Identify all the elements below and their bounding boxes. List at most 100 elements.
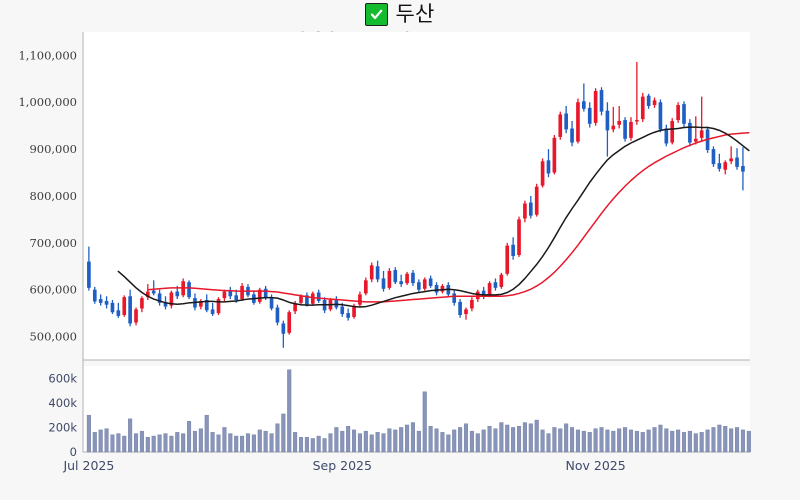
volume-bar (405, 424, 410, 453)
candle-body (741, 165, 745, 172)
volume-bar (646, 429, 651, 453)
candle-body (582, 101, 586, 109)
candle-body (364, 280, 368, 294)
volume-tick-label: 200k (48, 420, 77, 434)
volume-bar (181, 433, 186, 453)
ma-long-line (147, 131, 750, 303)
volume-bar (605, 429, 610, 453)
volume-bar (287, 369, 292, 453)
volume-bar (599, 427, 604, 453)
volume-bar (558, 428, 563, 453)
volume-bar (623, 427, 628, 453)
candle-body (546, 160, 551, 174)
volume-bar (552, 427, 557, 453)
volume-bar (676, 429, 681, 453)
volume-bar (269, 433, 274, 453)
volume-bar (151, 435, 156, 453)
candle-body (257, 289, 262, 302)
volume-tick-label: 600k (48, 371, 77, 385)
volume-bar (98, 429, 103, 453)
candle-body (175, 291, 180, 297)
candle-body (658, 102, 663, 130)
candle-body (517, 219, 521, 256)
candle-body (552, 137, 557, 173)
candle-body (422, 279, 427, 289)
candle-body (305, 295, 309, 305)
volume-bar (516, 426, 522, 453)
candle-body (417, 282, 421, 290)
volume-bar (346, 426, 351, 453)
price-tick-label: 900,000 (29, 142, 77, 156)
candle-body (688, 122, 692, 143)
candle-body (676, 105, 680, 121)
candle-body (534, 186, 539, 215)
green-check-icon (365, 2, 389, 26)
volume-bar (693, 433, 698, 453)
volume-bar (134, 433, 139, 453)
volume-bar (240, 435, 245, 453)
price-tick-label: 500,000 (29, 330, 77, 344)
volume-bar (587, 432, 592, 453)
volume-bar (422, 391, 427, 453)
volume-bar (723, 426, 728, 453)
candle-body (440, 285, 445, 292)
price-tick-label: 700,000 (29, 236, 77, 250)
candle-body (228, 290, 233, 297)
volume-bar (104, 428, 109, 453)
candle-body (693, 138, 698, 142)
volume-bar (652, 427, 657, 453)
candle-body (340, 306, 345, 315)
candle-body (240, 285, 244, 300)
candle-body (157, 293, 162, 303)
ma-short-line (117, 126, 750, 308)
candle-body (458, 301, 462, 316)
volume-bar (281, 413, 286, 453)
volume-bar (493, 428, 498, 453)
volume-bar (575, 429, 580, 453)
x-tick-label: Sep 2025 (313, 458, 372, 473)
volume-bar (735, 427, 740, 453)
volume-bar (664, 428, 669, 453)
volume-bar (658, 424, 663, 453)
volume-bar (245, 433, 251, 453)
volume-bar (375, 432, 380, 453)
candle-body (682, 104, 686, 124)
x-tick-label: Jul 2025 (62, 458, 114, 473)
volume-bar (729, 428, 734, 453)
candle-body (558, 114, 563, 137)
volume-bar (546, 433, 551, 453)
price-tick-label: 600,000 (29, 283, 77, 297)
volume-bar (458, 427, 463, 453)
candle-body (523, 203, 527, 219)
volume-bar (528, 423, 533, 453)
volume-bar (434, 428, 439, 453)
price-tick-label: 800,000 (29, 189, 77, 203)
candle-body (287, 312, 292, 333)
volume-bar (440, 432, 445, 453)
volume-bar (298, 437, 304, 453)
candle-body (599, 90, 604, 112)
candle-body (140, 298, 144, 309)
price-panel-background (83, 32, 750, 360)
volume-bar (581, 430, 586, 453)
candle-body (711, 149, 716, 165)
candle-body (87, 261, 91, 288)
candle-body (664, 128, 669, 144)
candle-body (399, 281, 404, 285)
candle-body (505, 245, 510, 274)
candle-body (511, 244, 515, 256)
volume-bar (228, 433, 233, 453)
candle-body (434, 285, 439, 293)
volume-bar (369, 434, 374, 453)
candle-body (405, 273, 409, 284)
candle-body (735, 157, 739, 167)
candle-body (299, 296, 303, 303)
candle-body (104, 300, 109, 305)
volume-bar (699, 432, 704, 453)
volume-tick-label: 400k (48, 396, 77, 410)
candle-body (570, 128, 574, 143)
volume-bar (511, 427, 516, 453)
candle-body (646, 95, 651, 106)
volume-bar (534, 419, 539, 453)
